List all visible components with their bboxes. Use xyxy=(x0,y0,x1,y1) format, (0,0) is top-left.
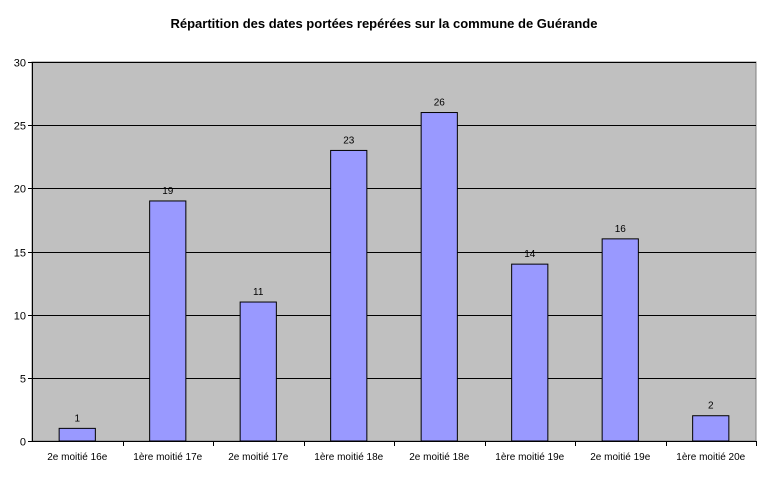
x-tick-label: 2e moitié 18e xyxy=(409,452,469,463)
bar xyxy=(692,415,730,442)
bar xyxy=(149,200,187,442)
x-tick-label: 1ère moitié 18e xyxy=(314,452,383,463)
chart-title: Répartition des dates portées repérées s… xyxy=(171,16,598,31)
plot-background xyxy=(31,61,757,442)
y-tick-label: 10 xyxy=(14,311,26,323)
data-label: 2 xyxy=(708,401,714,412)
y-tick-label: 25 xyxy=(14,121,26,133)
y-tick-label: 0 xyxy=(20,437,26,449)
y-tick-label: 15 xyxy=(14,248,26,260)
y-tick-label: 5 xyxy=(20,374,26,386)
x-tick-label: 2e moitié 17e xyxy=(228,452,288,463)
data-label: 26 xyxy=(434,98,446,109)
bar xyxy=(511,263,549,442)
bar xyxy=(330,149,368,442)
bar xyxy=(420,112,458,442)
data-label: 1 xyxy=(74,413,80,424)
bar xyxy=(601,238,639,442)
y-tick-label: 30 xyxy=(14,58,26,70)
data-label: 19 xyxy=(162,186,174,197)
data-label: 11 xyxy=(253,287,264,298)
y-tick-label: 20 xyxy=(14,184,26,196)
data-label: 14 xyxy=(524,249,536,260)
bar xyxy=(239,301,277,442)
x-tick-label: 1ère moitié 19e xyxy=(495,452,564,463)
x-tick-label: 1ère moitié 17e xyxy=(133,452,202,463)
bar xyxy=(58,427,96,442)
x-tick-label: 2e moitié 19e xyxy=(590,452,650,463)
plot-area: 0 5 10 15 20 25 30 1 2e moitié 16e 19 1ère moitié … xyxy=(14,58,757,463)
data-label: 23 xyxy=(343,135,355,146)
data-label: 16 xyxy=(615,224,627,235)
x-tick-label: 1ère moitié 20e xyxy=(676,452,745,463)
x-tick-label: 2e moitié 16e xyxy=(47,452,107,463)
